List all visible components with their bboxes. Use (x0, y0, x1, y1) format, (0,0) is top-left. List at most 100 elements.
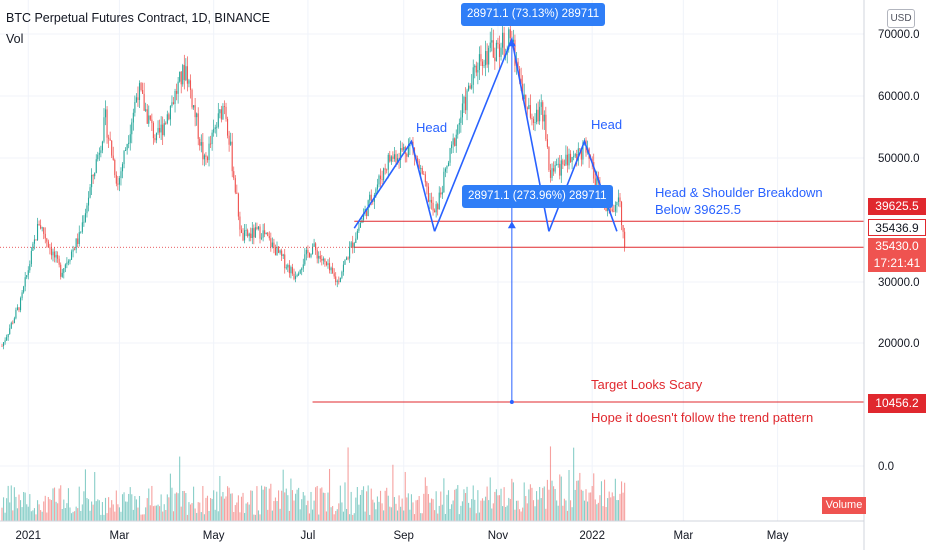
candle (117, 176, 119, 191)
candle (86, 202, 88, 218)
candle (452, 133, 454, 154)
volume-bar (437, 513, 439, 521)
volume-bar (282, 469, 284, 521)
candle (256, 222, 258, 231)
volume-bar (30, 511, 32, 521)
volume-bar (620, 481, 623, 521)
volume-bar (446, 494, 448, 521)
candle (318, 251, 320, 264)
candle (539, 99, 541, 125)
candle (466, 88, 468, 121)
volume-bar (194, 508, 196, 521)
volume-bar (200, 512, 202, 521)
volume-bar (355, 497, 357, 521)
candle (341, 270, 343, 280)
volume-bar (89, 510, 91, 521)
candle (296, 273, 298, 278)
candle (559, 155, 561, 180)
volume-bar (313, 500, 315, 521)
volume-bar (146, 498, 148, 521)
volume-bar (435, 491, 437, 521)
volume-bar (222, 491, 224, 521)
candle (532, 116, 535, 131)
volume-bar (605, 506, 607, 521)
volume-bar (381, 503, 383, 521)
high-price-label: 35436.9 (868, 219, 926, 236)
candle (548, 146, 550, 173)
candle (100, 145, 102, 158)
measure-arrow-head (507, 39, 516, 47)
volume-bar (157, 504, 159, 521)
volume-bar (6, 498, 8, 521)
volume-bar (506, 505, 508, 521)
volume-bar (302, 492, 304, 521)
candle (315, 242, 317, 255)
volume-bar (619, 493, 621, 521)
candle (279, 249, 281, 255)
volume-bar (293, 500, 295, 521)
candle (390, 155, 392, 165)
volume-bar (27, 506, 29, 521)
candle (454, 137, 456, 147)
candle (281, 248, 283, 262)
volume-bar (534, 506, 536, 521)
candle (60, 262, 62, 280)
currency-button[interactable]: USD (887, 9, 915, 28)
candle (177, 77, 179, 104)
candle (118, 175, 120, 192)
candle (435, 201, 437, 218)
candle (301, 267, 303, 276)
volume-bar (169, 473, 171, 521)
volume-bar (591, 486, 593, 521)
volume-bar (296, 489, 298, 521)
volume-bar (149, 505, 151, 521)
candle (95, 154, 97, 174)
candle (288, 260, 290, 278)
volume-bar (412, 502, 414, 521)
volume-bar (573, 447, 575, 521)
volume-bar (472, 485, 474, 521)
candle (284, 249, 286, 274)
candle (236, 184, 238, 194)
candle (423, 170, 425, 175)
volume-bar (327, 492, 329, 521)
volume-bar (13, 487, 15, 521)
candle (461, 93, 463, 125)
volume-bar (87, 499, 90, 521)
candle (295, 271, 297, 283)
volume-indicator-label: Vol (6, 32, 24, 46)
volume-bar (259, 514, 261, 521)
volume-bar (367, 485, 369, 521)
candle (566, 146, 569, 173)
volume-bar (494, 491, 496, 521)
candle (63, 268, 65, 279)
candle (18, 307, 20, 313)
candle (74, 246, 76, 251)
candle (199, 137, 201, 151)
volume-bar (468, 502, 470, 521)
candle (457, 124, 459, 139)
volume-bar (163, 504, 165, 521)
candle (89, 183, 91, 199)
candle (220, 105, 222, 123)
volume-bar (505, 506, 507, 521)
volume-bar (417, 499, 419, 521)
candle (191, 88, 193, 110)
candle (619, 193, 621, 208)
volume-bar (341, 502, 343, 521)
volume-bar (551, 480, 553, 521)
volume-bar (108, 497, 110, 521)
volume-bar (330, 507, 332, 521)
candle (12, 320, 14, 325)
volume-bar (332, 505, 334, 521)
candle (458, 118, 460, 134)
volume-bar (514, 509, 516, 521)
volume-bar (536, 491, 538, 521)
candle (339, 277, 341, 283)
candle (131, 118, 133, 144)
volume-bar (308, 513, 311, 521)
candle (242, 228, 244, 242)
volume-bar (376, 496, 378, 521)
candle (268, 231, 270, 241)
